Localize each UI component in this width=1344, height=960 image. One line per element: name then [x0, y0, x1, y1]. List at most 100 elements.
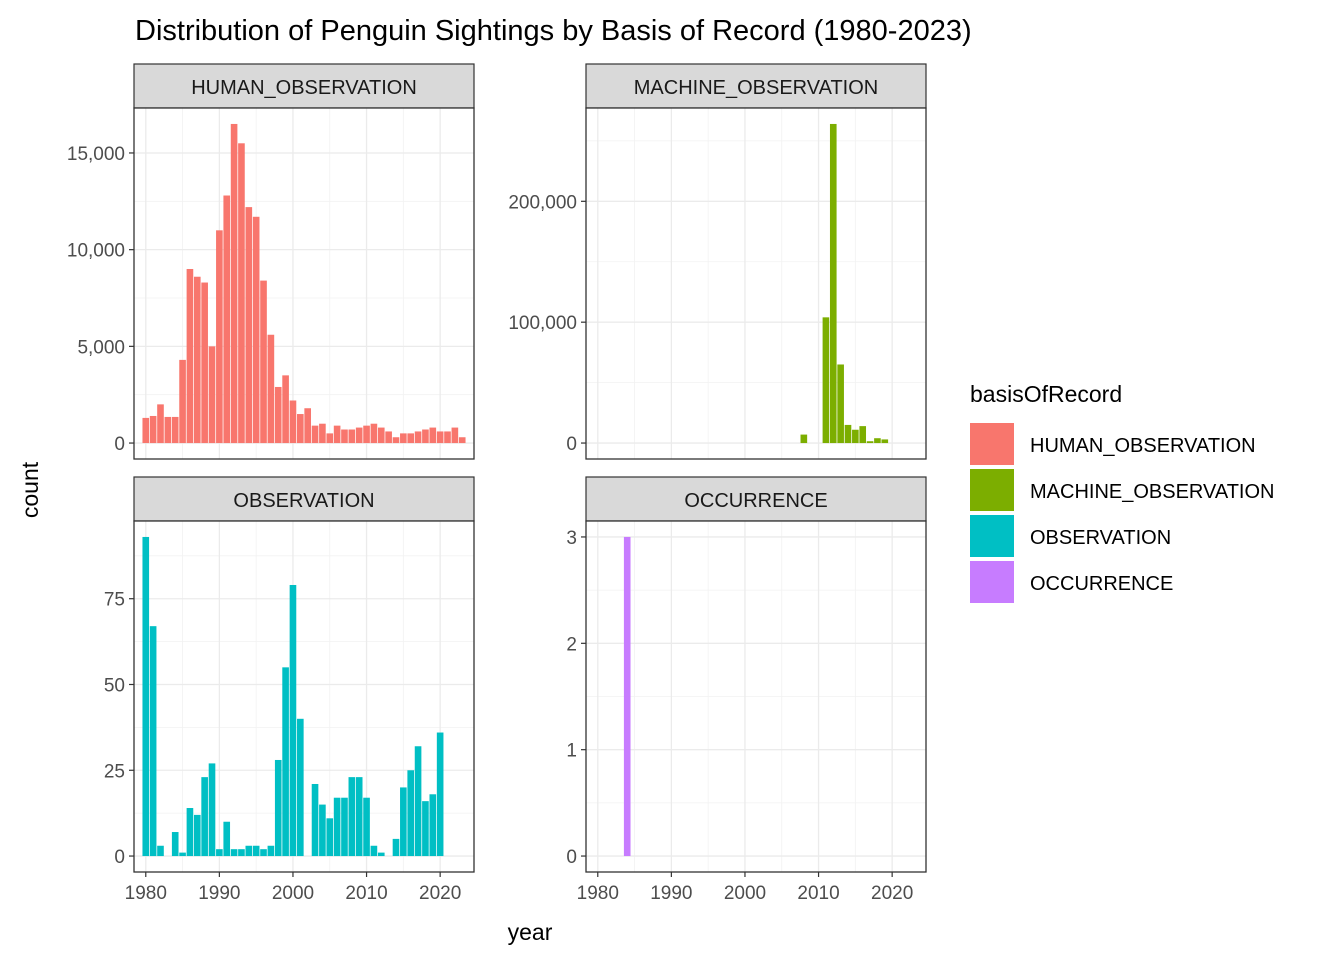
bar	[859, 426, 867, 444]
x-tick-label: 2010	[345, 883, 387, 904]
bar	[392, 437, 400, 444]
bar	[252, 845, 260, 857]
bar	[238, 143, 245, 444]
bar	[149, 415, 157, 444]
bar	[623, 536, 631, 857]
bar	[171, 832, 179, 857]
bar	[304, 408, 311, 444]
bar	[400, 787, 407, 857]
bar	[377, 852, 385, 857]
x-tick-label: 1980	[577, 883, 619, 904]
y-tick-label: 0	[114, 847, 125, 868]
y-tick-label: 15,000	[67, 144, 125, 165]
legend-item-occurrence: OCCURRENCE	[970, 561, 1173, 603]
bar	[355, 777, 363, 857]
bar	[822, 317, 830, 444]
bar	[208, 346, 216, 444]
legend-items: HUMAN_OBSERVATION MACHINE_OBSERVATION OBSE…	[970, 423, 1275, 603]
bar	[311, 425, 319, 444]
bar	[171, 416, 179, 444]
y-tick-label: 100,000	[508, 313, 577, 334]
legend-title: basisOfRecord	[970, 381, 1122, 407]
bar	[238, 849, 245, 857]
panel-background	[586, 108, 926, 459]
facet-strip	[133, 63, 475, 109]
bar	[844, 424, 852, 444]
panel-border	[585, 107, 927, 460]
facet-strip-label: MACHINE_OBSERVATION	[634, 77, 879, 99]
panel-border	[585, 520, 927, 873]
bar	[252, 216, 260, 444]
bar	[363, 797, 370, 857]
facet-strip	[585, 63, 927, 109]
bar	[186, 808, 194, 857]
bar	[451, 427, 459, 444]
bar	[333, 797, 341, 857]
y-tick-label: 2	[566, 634, 577, 655]
bar	[444, 431, 451, 444]
bar	[407, 433, 415, 444]
legend-item-human-observation: HUMAN_OBSERVATION	[970, 423, 1256, 465]
bar	[837, 364, 844, 444]
bar	[436, 431, 444, 444]
y-tick-label: 5,000	[77, 337, 125, 358]
bar	[370, 423, 378, 444]
bar	[164, 416, 172, 444]
bar	[216, 849, 223, 857]
legend-label: OCCURRENCE	[1030, 573, 1173, 595]
bar	[881, 439, 889, 444]
bar	[260, 280, 267, 444]
bar	[414, 746, 422, 857]
bar	[282, 375, 289, 444]
y-tick-label: 3	[566, 528, 577, 549]
bar	[245, 207, 253, 444]
bar	[297, 718, 304, 857]
bar	[216, 230, 223, 444]
bar	[149, 626, 157, 857]
x-tick-label: 1980	[125, 883, 167, 904]
bar	[267, 334, 275, 444]
bar	[319, 804, 326, 857]
x-tick-label: 2000	[724, 883, 766, 904]
legend-swatch	[970, 515, 1014, 557]
bar	[363, 425, 370, 444]
bar	[297, 414, 304, 444]
bar	[179, 852, 186, 857]
bar	[208, 763, 216, 857]
bar	[377, 427, 385, 444]
bar	[829, 123, 837, 444]
bar	[852, 429, 859, 444]
bar	[223, 195, 231, 444]
bar	[392, 838, 400, 857]
facet-panel-occurrence: OCCURRENCE 0 1 2 3 1980 1990 2000 2010 2020	[566, 476, 927, 904]
y-tick-label: 0	[114, 434, 125, 455]
legend-label: OBSERVATION	[1030, 527, 1171, 549]
bar	[201, 282, 208, 444]
bar	[341, 797, 348, 857]
legend-item-observation: OBSERVATION	[970, 515, 1171, 557]
chart-title: Distribution of Penguin Sightings by Bas…	[135, 15, 972, 47]
bar	[311, 783, 319, 857]
bar	[355, 427, 363, 444]
bar	[289, 400, 297, 444]
bar	[230, 123, 238, 444]
bar	[193, 276, 201, 444]
bar	[193, 814, 201, 857]
bar	[370, 845, 378, 857]
bar	[414, 431, 422, 444]
facet-strip-label: HUMAN_OBSERVATION	[191, 77, 417, 99]
bar	[245, 845, 253, 857]
bar	[429, 427, 437, 444]
bar	[422, 801, 429, 857]
bar	[458, 437, 466, 444]
bar	[422, 429, 429, 444]
facet-strip-label: OCCURRENCE	[684, 490, 827, 512]
x-tick-label: 2020	[419, 883, 461, 904]
bar	[333, 425, 341, 444]
facet-panel-observation: OBSERVATION 0 25 50 75 1980 1990 2000 2010 2020	[104, 476, 475, 904]
bar	[267, 845, 275, 857]
legend: basisOfRecord HUMAN_OBSERVATION MACHINE_O…	[970, 381, 1275, 603]
y-tick-label: 10,000	[67, 241, 125, 262]
bar	[142, 536, 150, 857]
bar	[800, 434, 808, 444]
